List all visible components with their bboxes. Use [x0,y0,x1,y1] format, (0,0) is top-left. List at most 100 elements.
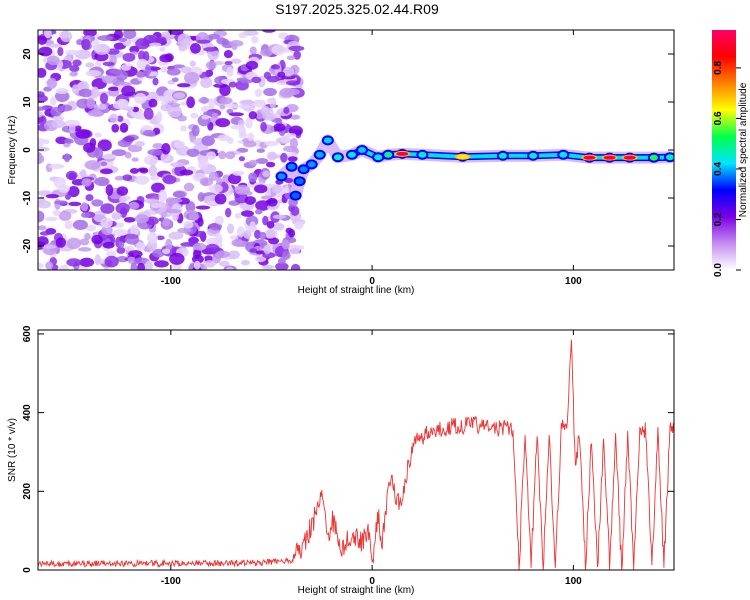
noise-blob [285,133,297,138]
noise-blob [118,197,127,203]
noise-blob [145,216,159,226]
noise-blob [281,75,296,80]
noise-blob [98,103,107,110]
noise-blob [69,65,80,72]
noise-blob [286,55,296,61]
noise-blob [172,191,186,198]
noise-blob [230,124,245,130]
noise-blob [71,84,80,94]
signal-point-core [323,137,332,144]
noise-blob [129,168,140,174]
noise-blob [219,260,230,267]
noise-blob [262,170,271,178]
noise-blob [193,260,201,270]
noise-blob [208,184,223,194]
noise-blob [111,149,127,157]
noise-blob [97,35,114,42]
noise-blob [118,37,127,42]
noise-blob [171,77,179,83]
noise-blob [136,58,149,69]
snr-frame [37,329,675,571]
noise-blob [123,216,136,223]
noise-blob [55,237,67,248]
noise-blob [85,70,102,77]
noise-blob [283,145,298,153]
noise-blob [116,186,129,196]
noise-blob [39,231,51,236]
colorbar-tick-label: 0.8 [713,61,724,75]
noise-blob [214,215,224,225]
noise-blob [288,244,301,255]
noise-blob [204,243,220,253]
noise-blob [83,30,97,37]
noise-blob [101,75,118,84]
signal-point-core [529,152,538,159]
noise-blob [155,111,163,123]
noise-blob [65,170,78,181]
noise-blob [144,198,159,204]
noise-blob [148,98,158,108]
noise-blob [281,239,290,250]
noise-blob [251,36,259,44]
noise-blob [238,156,246,162]
noise-blob [135,38,150,50]
noise-blob [154,260,169,268]
noise-blob [245,117,253,129]
noise-blob [261,30,277,33]
noise-blob [226,223,235,234]
noise-blob [231,42,238,51]
colorbar-ticks: 0.0 0.2 0.4 0.6 0.8 [713,61,741,277]
noise-blob [138,50,146,61]
noise-blob [124,233,140,245]
noise-blob [199,177,214,187]
noise-blob [38,196,45,205]
noise-blob [198,97,210,104]
noise-blob [55,88,69,95]
noise-blob [283,106,290,115]
noise-blob [237,226,245,238]
noise-blob [155,36,167,43]
noise-blob [46,77,58,89]
signal-point-core [347,151,356,158]
noise-blob [183,182,195,192]
noise-blob [234,184,251,195]
noise-blob [262,215,269,226]
noise-blob [191,124,200,137]
noise-blob [85,194,94,202]
noise-blob [134,214,149,224]
noise-blob [102,241,115,249]
noise-blob [177,33,191,46]
noise-blob [224,60,233,66]
noise-blob [166,208,182,214]
noise-blob [65,49,81,56]
noise-blob [273,123,286,132]
noise-blob [64,138,74,144]
signal-point-core [277,173,286,180]
noise-blob [160,104,172,112]
noise-blob [228,81,237,88]
noise-blob [177,227,192,234]
noise-blob [254,184,268,194]
noise-blob [197,217,204,227]
noise-blob [50,96,57,106]
noise-blob [38,152,43,164]
noise-blob [279,135,291,144]
noise-blob [158,189,168,202]
noise-blob [192,242,207,251]
noise-blob [255,158,269,165]
noise-blob [114,175,125,181]
noise-blob [248,172,258,183]
noise-blob [173,92,186,99]
noise-blob [137,262,146,270]
noise-blob [150,175,160,181]
noise-blob [53,200,68,205]
y-tick-label: 0 [22,147,33,153]
noise-blob [234,192,248,204]
noise-blob [254,229,262,240]
spectrogram-x-label: Height of straight line (km) [298,285,415,296]
noise-blob [52,209,61,216]
noise-blob [198,157,209,168]
noise-blob [228,112,244,117]
noise-blob [99,92,109,104]
signal-point-core [287,163,296,170]
